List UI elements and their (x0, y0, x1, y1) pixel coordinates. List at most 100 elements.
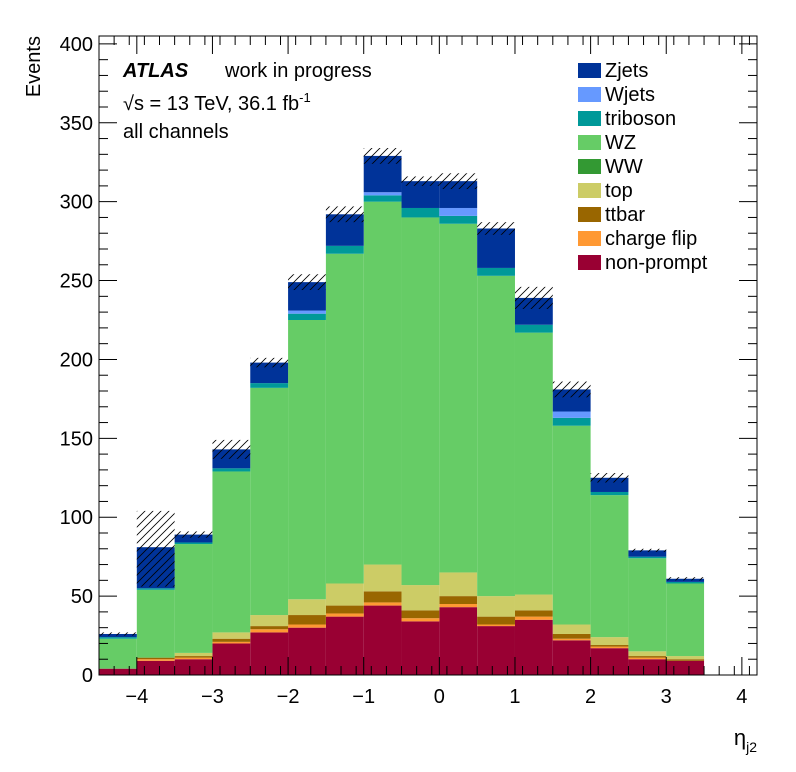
bar-charge-flip-bin-14 (628, 657, 667, 660)
bar-triboson-bin-2 (174, 542, 213, 545)
x-tick-label: 2 (585, 686, 596, 708)
x-tick-label: −3 (201, 686, 224, 708)
bar-triboson-bin-11 (514, 324, 553, 333)
bar-charge-flip-bin-9 (439, 604, 478, 608)
legend-swatch-ww (578, 159, 601, 174)
bar-charge-flip-bin-13 (590, 646, 629, 649)
bar-ttbar-bin-5 (288, 615, 326, 625)
energy-lumi-label: √s = 13 TeV, 36.1 fb-1 (123, 90, 311, 115)
bar-top-bin-6 (325, 583, 364, 606)
bar-zjets-bin-4 (250, 362, 289, 384)
bar-ttbar-bin-11 (514, 610, 553, 617)
legend-label-triboson: triboson (605, 108, 676, 130)
bar-triboson-bin-8 (401, 207, 440, 218)
bar-ttbar-bin-14 (628, 656, 667, 658)
bar-ttbar-bin-15 (666, 659, 705, 661)
bar-triboson-bin-14 (628, 556, 667, 559)
bar-wz-bin-5 (288, 320, 326, 600)
x-tick-label: 1 (509, 686, 520, 708)
bar-triboson-bin-12 (552, 417, 591, 426)
uncertainty-bin-15 (666, 577, 705, 581)
uncertainty-bin-14 (628, 548, 667, 552)
y-tick-label: 300 (60, 192, 93, 214)
plot-frame (98, 35, 758, 676)
bar-wz-bin-4 (250, 387, 289, 616)
x-tick-label: 3 (661, 686, 672, 708)
bar-wjets-bin-7 (363, 192, 402, 196)
bar-non-prompt-bin-8 (401, 621, 440, 675)
legend-label-non-prompt: non-prompt (605, 252, 708, 274)
bar-top-bin-10 (477, 596, 515, 617)
bar-triboson-bin-4 (250, 383, 289, 388)
bar-triboson-bin-3 (212, 468, 251, 472)
bar-triboson-bin-15 (666, 581, 705, 584)
x-tick-label: 0 (434, 686, 445, 708)
bar-wjets-bin-9 (439, 207, 478, 216)
bar-triboson-bin-10 (477, 267, 515, 276)
bar-non-prompt-bin-3 (212, 643, 251, 675)
bar-ttbar-bin-3 (212, 638, 251, 642)
bar-non-prompt-bin-11 (514, 619, 553, 675)
bar-wz-bin-12 (552, 425, 591, 625)
bar-wz-bin-1 (136, 589, 175, 658)
uncertainty-bin-13 (590, 473, 629, 483)
bar-ttbar-bin-13 (590, 645, 629, 647)
legend-label-top: top (605, 180, 633, 202)
bar-wz-bin-14 (628, 558, 667, 652)
legend-swatch-charge-flip (578, 231, 601, 246)
uncertainty-bin-12 (552, 381, 591, 398)
uncertainty-bin-1 (136, 510, 175, 587)
bar-wz-bin-2 (174, 544, 213, 653)
bar-wz-bin-3 (212, 471, 251, 633)
uncertainty-bin-10 (477, 222, 515, 235)
legend-label-ww: WW (605, 156, 643, 178)
uncertainty-bin-0 (99, 632, 137, 636)
uncertainty-bin-7 (363, 148, 402, 164)
y-tick-label: 250 (60, 271, 93, 293)
y-tick-label: 50 (71, 586, 93, 608)
bar-triboson-bin-7 (363, 195, 402, 202)
bar-non-prompt-bin-10 (477, 626, 515, 675)
bar-non-prompt-bin-5 (288, 627, 326, 675)
bar-top-bin-2 (174, 652, 213, 657)
bar-non-prompt-bin-15 (666, 660, 705, 675)
bar-non-prompt-bin-2 (174, 659, 213, 675)
bar-charge-flip-bin-8 (401, 618, 440, 622)
bar-ttbar-bin-7 (363, 591, 402, 603)
x-tick-label: −4 (125, 686, 148, 708)
legend-label-ttbar: ttbar (605, 204, 645, 226)
bar-ttbar-bin-9 (439, 596, 478, 604)
bar-wz-bin-15 (666, 583, 705, 657)
bar-charge-flip-bin-5 (288, 624, 326, 628)
bar-top-bin-5 (288, 599, 326, 616)
legend-swatch-zjets (578, 63, 601, 78)
y-tick-label: 400 (60, 34, 93, 56)
bar-charge-flip-bin-3 (212, 641, 251, 644)
legend-swatch-triboson (578, 111, 601, 126)
bar-charge-flip-bin-4 (250, 629, 289, 633)
bar-charge-flip-bin-12 (552, 638, 591, 641)
bar-non-prompt-bin-1 (136, 660, 175, 675)
sqrt-s: √s (123, 93, 144, 115)
energy-text: = 13 TeV, 36.1 fb (144, 93, 299, 115)
bar-top-bin-3 (212, 632, 251, 639)
legend-label-zjets: Zjets (605, 60, 648, 82)
bar-triboson-bin-0 (99, 637, 137, 639)
bar-non-prompt-bin-7 (363, 605, 402, 675)
bar-triboson-bin-13 (590, 491, 629, 496)
legend-label-wz: WZ (605, 132, 636, 154)
bar-charge-flip-bin-1 (136, 659, 175, 661)
bar-ttbar-bin-10 (477, 616, 515, 625)
bar-top-bin-12 (552, 624, 591, 634)
x-axis-label-sub: j2 (745, 739, 757, 755)
bar-non-prompt-bin-6 (325, 616, 364, 675)
bar-top-bin-4 (250, 615, 289, 627)
bar-wjets-bin-5 (288, 310, 326, 314)
y-tick-label: 350 (60, 113, 93, 135)
bar-zjets-bin-14 (628, 550, 667, 557)
bar-top-bin-8 (401, 585, 440, 611)
bar-top-bin-14 (628, 651, 667, 657)
x-tick-label: −1 (352, 686, 375, 708)
bar-charge-flip-bin-11 (514, 616, 553, 620)
